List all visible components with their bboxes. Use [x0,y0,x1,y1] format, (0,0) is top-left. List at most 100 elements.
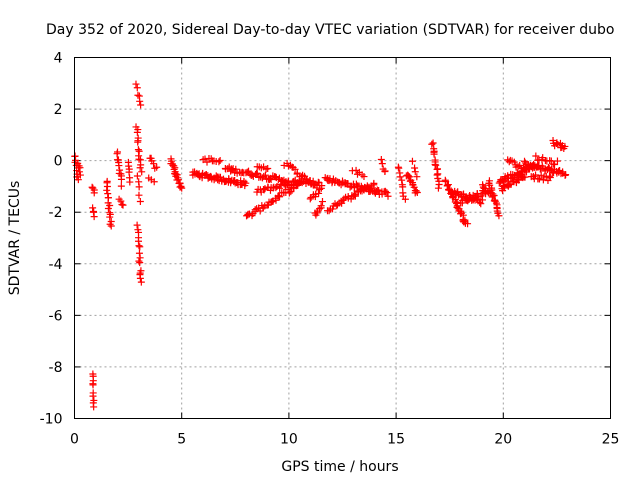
data-point [133,172,141,180]
plot-frame [74,57,611,419]
data-point [104,190,112,198]
data-point [285,189,293,197]
data-point [248,171,256,179]
data-point [103,186,111,194]
data-point [135,249,143,257]
data-point [153,163,161,171]
x-axis-title: GPS time / hours [281,459,398,475]
data-point [104,204,112,212]
data-point [136,198,144,205]
data-point [106,202,114,210]
data-point [318,198,326,206]
data-point [375,186,383,194]
data-point [203,158,211,166]
x-tick-label: 15 [387,432,405,448]
data-point [477,200,485,208]
data-point [351,191,359,199]
data-point [521,159,529,167]
data-point [135,183,143,191]
data-point [429,139,437,147]
data-point [117,182,125,190]
data-point [276,193,284,201]
data-point [103,183,111,191]
data-point [298,179,306,187]
data-point [245,167,253,175]
data-point [272,184,280,192]
data-point [521,173,529,181]
data-point [90,403,98,411]
data-point [521,166,529,174]
data-point [495,212,503,220]
y-tick-label: 2 [54,102,63,118]
data-point [262,165,270,173]
data-point [562,171,570,179]
data-point [251,206,259,214]
y-tick-label: -2 [49,205,63,221]
data-point [125,162,133,170]
data-point [117,197,125,205]
x-tick-label: 20 [494,432,512,448]
data-point [478,196,486,204]
data-point [253,169,261,177]
data-point [360,173,368,181]
data-point [136,243,144,251]
data-point [443,181,451,189]
data-point [398,176,406,184]
data-point [276,184,284,192]
axis-ticks [74,57,611,419]
data-point [115,162,123,170]
data-point [315,189,323,197]
data-point [291,165,299,173]
data-point [317,202,325,210]
data-points [71,80,570,411]
data-point [177,183,185,191]
chart-title: Day 352 of 2020, Sidereal Day-to-day VTE… [46,22,614,38]
data-point [117,175,125,183]
data-point [381,167,389,175]
data-point [150,160,158,168]
data-point [399,183,407,191]
data-point [90,213,98,221]
data-point [535,175,543,183]
data-point [89,204,97,212]
data-point [90,207,98,215]
data-point [378,160,386,168]
y-tick-label: -8 [49,360,63,376]
x-tick-label: 0 [70,432,79,448]
data-point [135,155,143,163]
y-tick-label: -4 [49,257,63,273]
data-point [377,155,385,163]
data-point [401,195,409,203]
data-point [433,171,441,179]
y-axis-title: SDTVAR / TECUs [7,181,23,296]
data-point [178,184,186,192]
data-point [306,195,314,203]
x-tick-label: 25 [602,432,620,448]
data-point [74,176,82,184]
y-tick-label: -10 [40,412,63,428]
y-tick-label: 0 [54,154,63,170]
data-point [315,205,323,213]
data-point [384,192,392,200]
data-point [286,182,294,190]
data-point [136,274,144,282]
data-point [133,84,141,92]
data-point [106,213,114,221]
data-point [136,164,144,172]
data-point [546,172,554,180]
data-point [553,157,561,165]
data-point [261,171,269,179]
data-point [216,156,224,164]
data-point [134,138,142,146]
data-point [468,195,476,203]
data-point [113,150,121,158]
data-point [406,173,414,181]
data-point [133,221,141,229]
data-point [136,259,144,267]
x-tick-label: 10 [280,432,298,448]
data-point [410,183,418,191]
data-point [132,80,140,88]
data-point [137,278,145,286]
data-point [430,150,438,158]
